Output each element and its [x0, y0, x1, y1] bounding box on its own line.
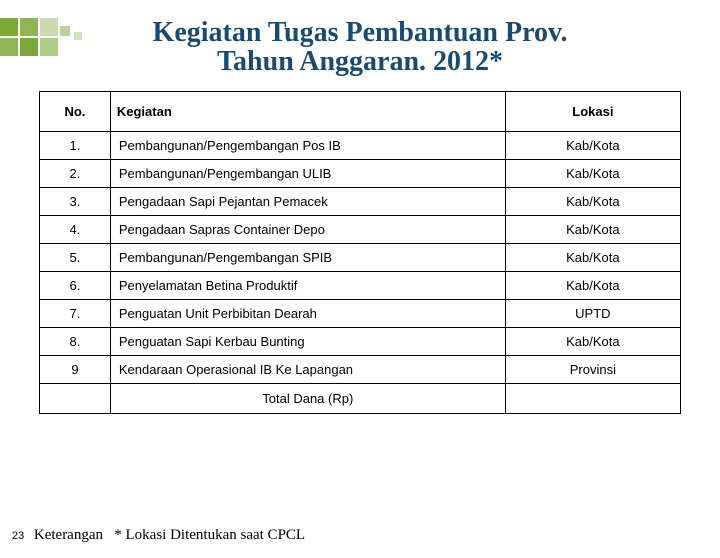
cell-kegiatan: Pembangunan/Pengembangan Pos IB	[110, 131, 505, 159]
cell-no: 1.	[40, 131, 111, 159]
total-row: Total Dana (Rp)	[40, 383, 681, 413]
cell-kegiatan: Pembangunan/Pengembangan ULIB	[110, 159, 505, 187]
cell-lokasi: Kab/Kota	[505, 271, 680, 299]
table-row: 7.Penguatan Unit Perbibitan DearahUPTD	[40, 299, 681, 327]
cell-lokasi: Provinsi	[505, 355, 680, 383]
cell-kegiatan: Pembangunan/Pengembangan SPIB	[110, 243, 505, 271]
col-header-kegiatan: Kegiatan	[110, 91, 505, 131]
cell-lokasi: Kab/Kota	[505, 159, 680, 187]
cell-no: 9	[40, 355, 111, 383]
cell-kegiatan: Penyelamatan Betina Produktif	[110, 271, 505, 299]
cell-lokasi: Kab/Kota	[505, 187, 680, 215]
table-row: 9Kendaraan Operasional IB Ke LapanganPro…	[40, 355, 681, 383]
keterangan-label: Keterangan	[34, 527, 103, 543]
cell-lokasi: Kab/Kota	[505, 131, 680, 159]
cell-kegiatan: Penguatan Unit Perbibitan Dearah	[110, 299, 505, 327]
keterangan-text: * Lokasi Ditentukan saat CPCL	[114, 527, 305, 543]
table-row: 2.Pembangunan/Pengembangan ULIBKab/Kota	[40, 159, 681, 187]
total-empty-left	[40, 383, 111, 413]
cell-kegiatan: Penguatan Sapi Kerbau Bunting	[110, 327, 505, 355]
cell-kegiatan: Pengadaan Sapi Pejantan Pemacek	[110, 187, 505, 215]
table-row: 1.Pembangunan/Pengembangan Pos IBKab/Kot…	[40, 131, 681, 159]
cell-no: 4.	[40, 215, 111, 243]
table-row: 5.Pembangunan/Pengembangan SPIBKab/Kota	[40, 243, 681, 271]
total-label: Total Dana (Rp)	[110, 383, 505, 413]
cell-no: 3.	[40, 187, 111, 215]
footer: 23 Keterangan * Lokasi Ditentukan saat C…	[12, 527, 305, 544]
page-number: 23	[12, 530, 24, 542]
cell-no: 6.	[40, 271, 111, 299]
cell-no: 2.	[40, 159, 111, 187]
activities-table: No. Kegiatan Lokasi 1.Pembangunan/Pengem…	[39, 91, 681, 414]
table-row: 3.Pengadaan Sapi Pejantan PemacekKab/Kot…	[40, 187, 681, 215]
col-header-no: No.	[40, 91, 111, 131]
cell-lokasi: Kab/Kota	[505, 215, 680, 243]
cell-no: 5.	[40, 243, 111, 271]
table-body: 1.Pembangunan/Pengembangan Pos IBKab/Kot…	[40, 131, 681, 413]
table-row: 4.Pengadaan Sapras Container DepoKab/Kot…	[40, 215, 681, 243]
cell-no: 7.	[40, 299, 111, 327]
cell-lokasi: UPTD	[505, 299, 680, 327]
cell-lokasi: Kab/Kota	[505, 243, 680, 271]
table-header-row: No. Kegiatan Lokasi	[40, 91, 681, 131]
total-empty-right	[505, 383, 680, 413]
cell-kegiatan: Kendaraan Operasional IB Ke Lapangan	[110, 355, 505, 383]
col-header-lokasi: Lokasi	[505, 91, 680, 131]
keterangan: Keterangan * Lokasi Ditentukan saat CPCL	[34, 527, 305, 543]
cell-kegiatan: Pengadaan Sapras Container Depo	[110, 215, 505, 243]
cell-no: 8.	[40, 327, 111, 355]
cell-lokasi: Kab/Kota	[505, 327, 680, 355]
table-row: 6.Penyelamatan Betina ProduktifKab/Kota	[40, 271, 681, 299]
corner-decoration	[0, 18, 140, 68]
table-row: 8.Penguatan Sapi Kerbau BuntingKab/Kota	[40, 327, 681, 355]
